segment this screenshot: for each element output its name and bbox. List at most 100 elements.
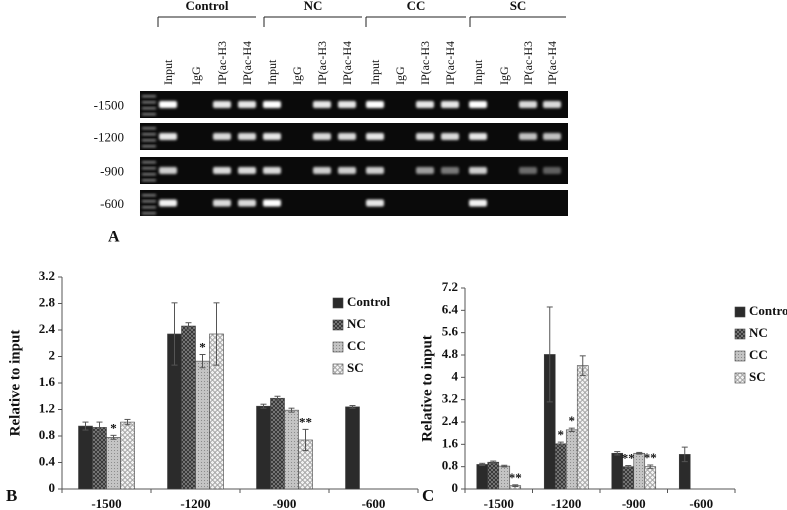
ladder-band [142, 179, 156, 182]
error-bar [647, 464, 654, 469]
gel-band [366, 199, 384, 207]
gel-band [238, 167, 256, 174]
ladder-band [142, 113, 156, 116]
gel-band [238, 101, 256, 108]
gel-band [416, 133, 434, 140]
lane-label: IP(ac-H4 [340, 41, 354, 85]
bar [92, 427, 107, 490]
significance-label: * [199, 339, 206, 354]
ladder-band [142, 167, 156, 170]
bar [554, 443, 567, 490]
bar [644, 466, 657, 490]
legend-swatch [734, 372, 746, 384]
bar [476, 464, 489, 490]
lane-label: IP(ac-H3 [315, 41, 329, 85]
y-tick-label: 4.8 [442, 346, 459, 361]
legend-label: SC [347, 360, 364, 375]
y-tick-label: 0.8 [442, 458, 459, 473]
gel-band [543, 101, 561, 108]
lane-label: IgG [189, 66, 203, 85]
legend-swatch [734, 306, 746, 318]
significance-label: * [110, 420, 117, 435]
error-bar [546, 306, 553, 403]
legend-label: CC [749, 347, 768, 362]
gel-band [159, 133, 177, 140]
gel-band [213, 167, 231, 174]
legend-swatch [332, 341, 344, 353]
legend-label: Control [749, 303, 787, 318]
gel-band [543, 133, 561, 140]
gel-band [416, 167, 434, 174]
y-tick-label: 0.4 [39, 453, 56, 468]
error-bar [124, 418, 131, 426]
row-label: -600 [100, 196, 124, 211]
gel-band [263, 133, 281, 140]
x-tick-label: -1500 [484, 496, 514, 510]
bar [345, 406, 360, 490]
gel-band [519, 101, 537, 108]
legend-label: Control [347, 294, 390, 309]
y-tick-label: 3.2 [39, 268, 55, 283]
gel-band [213, 101, 231, 108]
legend-swatch [734, 350, 746, 362]
legend-swatch [332, 319, 344, 331]
error-bar [681, 446, 688, 463]
y-tick-label: 6.4 [442, 301, 459, 316]
y-tick-label: 0 [49, 480, 56, 495]
x-tick-label: -600 [362, 496, 386, 510]
gel-band [213, 133, 231, 140]
gel-band [469, 167, 487, 174]
y-tick-label: 2 [49, 347, 56, 362]
gel-band [366, 101, 384, 108]
row-label: -1200 [94, 129, 124, 144]
gel-band [338, 167, 356, 174]
error-bar [349, 405, 356, 409]
lane-label: Input [368, 59, 382, 85]
gel-band [313, 167, 331, 174]
ladder-band [142, 212, 156, 215]
y-tick-label: 0.8 [39, 427, 56, 442]
gel-band [441, 167, 459, 174]
ladder-band [142, 200, 156, 203]
y-tick-label: 3.2 [442, 391, 458, 406]
ladder-band [142, 206, 156, 209]
error-bar [557, 441, 564, 446]
bar [195, 360, 210, 490]
y-tick-label: 2.4 [39, 321, 56, 336]
bar [622, 466, 635, 490]
group-label: Control [185, 0, 228, 13]
bar [270, 397, 285, 490]
ladder-band [142, 161, 156, 164]
lane-label: IP(ac-H3 [521, 41, 535, 85]
ladder-band [142, 101, 156, 104]
gel-band [519, 133, 537, 140]
group-label: CC [407, 0, 426, 13]
lane-label: IP(ac-H4 [240, 41, 254, 85]
panel-label: A [108, 229, 120, 246]
significance-label: ** [644, 450, 657, 465]
ladder-band [142, 107, 156, 110]
x-tick-label: -1200 [551, 496, 581, 510]
y-tick-label: 1.6 [39, 374, 56, 389]
gel-band [159, 199, 177, 207]
bar [78, 425, 93, 490]
panel-label: C [422, 486, 434, 505]
bar [106, 437, 121, 490]
significance-label: ** [299, 414, 312, 429]
gel-band [263, 101, 281, 108]
bar [576, 365, 589, 490]
gel-band [366, 133, 384, 140]
gel-band [159, 101, 177, 108]
error-bar [274, 395, 281, 401]
group-label: SC [510, 0, 527, 13]
error-bar [636, 451, 643, 455]
panel-label: B [6, 486, 17, 505]
lane-label: Input [161, 59, 175, 85]
ladder-band [142, 127, 156, 130]
error-bar [82, 421, 89, 431]
lane-label: IP(ac-H4 [443, 41, 457, 85]
legend-swatch [734, 328, 746, 340]
gel-band [313, 101, 331, 108]
y-axis-label: Relative to input [7, 330, 23, 437]
